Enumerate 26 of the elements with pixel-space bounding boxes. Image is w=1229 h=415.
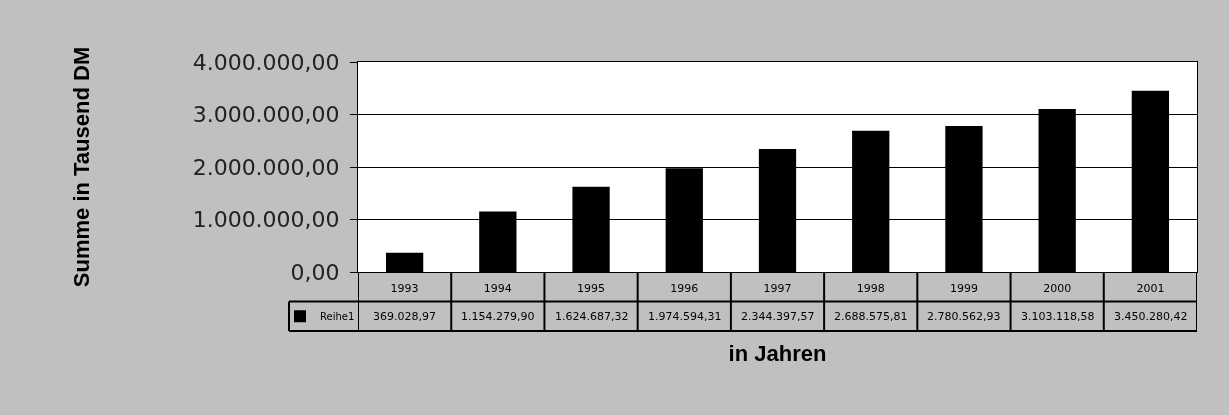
data-label: 2.780.562,93: [927, 310, 1001, 323]
x-tick-label: 1999: [949, 282, 978, 296]
data-label: 3.103.118,58: [1021, 310, 1095, 323]
x-axis-title: in Jahren: [728, 341, 827, 367]
x-tick-label: 1993: [390, 282, 419, 296]
data-label: 2.344.397,57: [741, 310, 815, 323]
y-axis-title: Summe in Tausend DM: [69, 46, 95, 288]
x-tick-label: 1998: [856, 282, 885, 296]
x-tick-label: 1997: [763, 282, 792, 296]
data-label: 1.154.279,90: [461, 310, 535, 323]
x-tick-label: 2000: [1043, 282, 1072, 296]
x-tick-label: 1996: [670, 282, 699, 296]
data-label: 3.450.280,42: [1114, 310, 1188, 323]
x-tick-label: 1995: [577, 282, 606, 296]
x-tick-label: 2001: [1136, 282, 1165, 296]
legend-label: Reihe1: [320, 311, 355, 323]
y-tick-label: 2.000.000,00: [192, 154, 340, 180]
y-tick-label: 3.000.000,00: [192, 102, 340, 128]
data-label: 1.974.594,31: [648, 310, 722, 323]
data-label: 369.028,97: [373, 310, 436, 323]
x-tick-label: 1994: [483, 282, 512, 296]
data-label: 2.688.575,81: [834, 310, 908, 323]
y-tick-label: 4.000.000,00: [192, 49, 340, 75]
data-label: 1.624.687,32: [555, 310, 629, 323]
y-tick-label: 0,00: [290, 259, 340, 285]
y-tick-label: 1.000.000,00: [192, 207, 340, 233]
